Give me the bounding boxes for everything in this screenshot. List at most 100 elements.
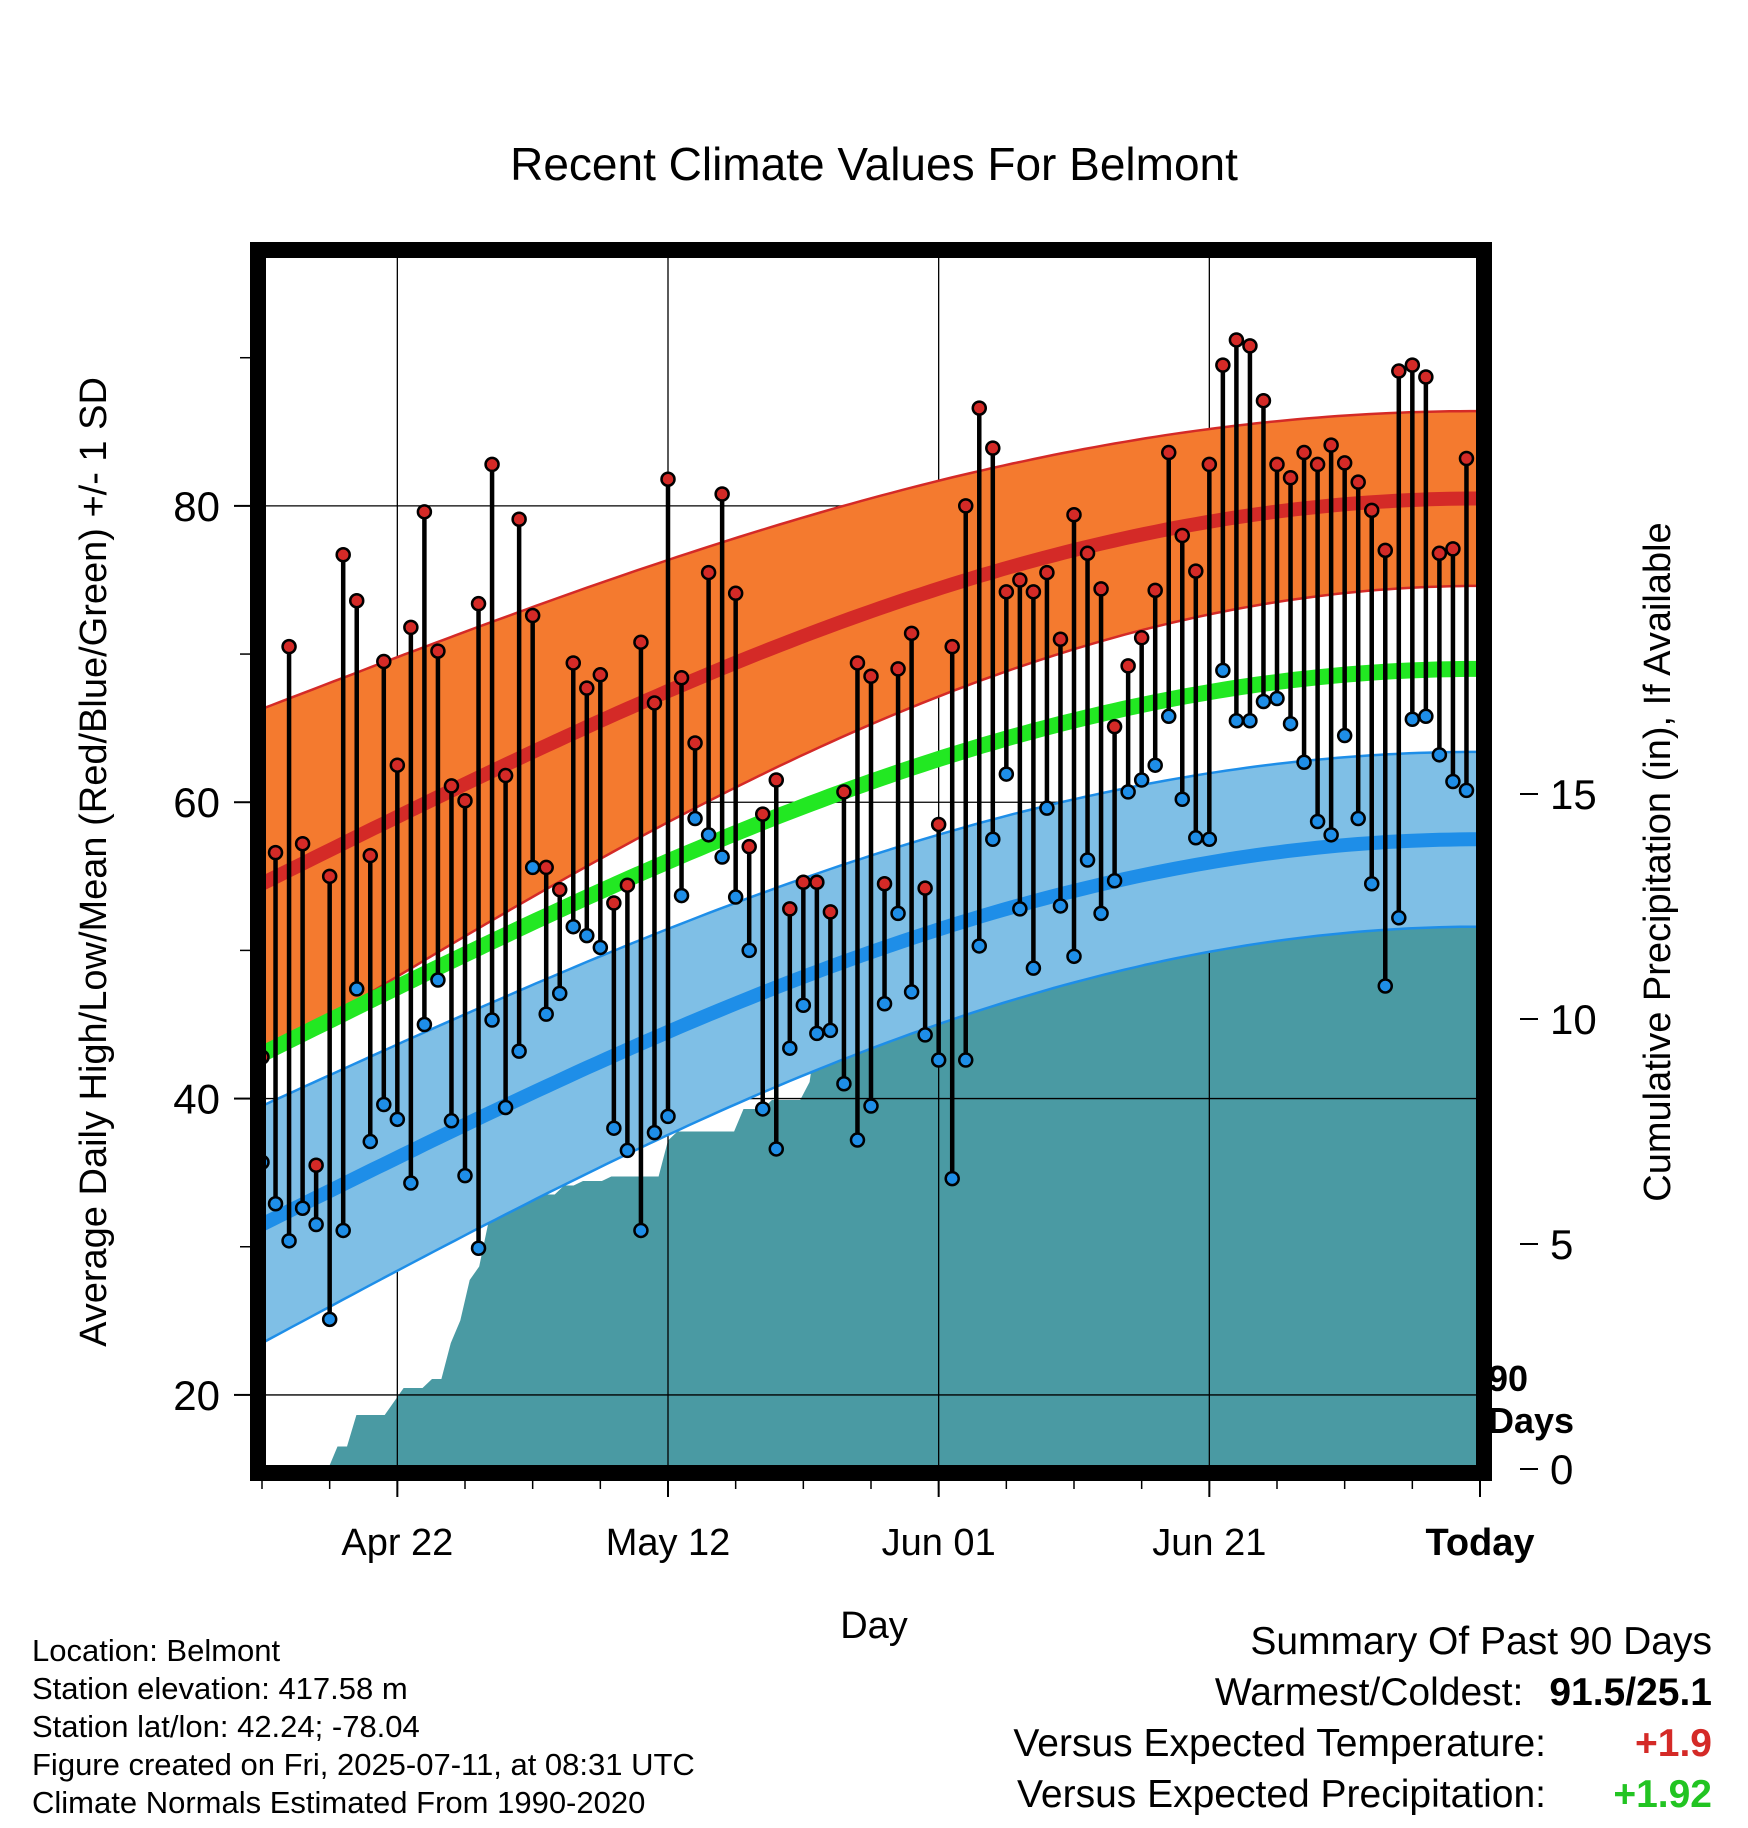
daily-low-point [917,1027,933,1043]
daily-low-point [795,997,812,1013]
daily-low-point [1336,727,1353,744]
daily-low-point [714,849,730,865]
daily-high-point [809,874,825,890]
daily-low-point [1242,712,1258,729]
daily-low-point [930,1052,947,1068]
daily-high-point [497,767,514,784]
x-tick-label: Jun 21 [1152,1522,1266,1564]
y2-tick-label: 5 [1550,1221,1573,1268]
y-axis-label: Average Daily High/Low/Mean (Red/Blue/Gr… [73,377,115,1347]
created-line: Figure created on Fri, 2025-07-11, at 08… [32,1747,695,1782]
daily-high-point [754,806,771,822]
daily-high-point [700,564,717,581]
daily-low-point [524,859,541,876]
daily-low-point [1377,978,1394,994]
daily-low-point [687,810,703,827]
daily-high-point [1120,658,1136,674]
daily-high-point [849,655,866,671]
daily-low-point [348,981,365,997]
daily-low-point [470,1240,487,1256]
daily-low-point [1133,772,1150,788]
chart-title: Recent Climate Values For Belmont [510,138,1238,190]
daily-high-point [389,757,406,773]
daily-low-point [443,1113,460,1129]
normals-line: Climate Normals Estimated From 1990-2020 [32,1785,646,1820]
y2-axis-label: Cumulative Precipitation (in), If Availa… [1637,522,1679,1201]
daily-high-point [1039,564,1055,581]
daily-low-point [497,1099,514,1116]
daily-high-point [1404,357,1421,373]
daily-high-point [1431,545,1448,562]
daily-high-point [403,619,419,636]
daily-high-point [687,735,703,751]
daily-high-point [619,877,636,893]
daily-low-point [1188,830,1204,846]
daily-low-point [484,1012,500,1028]
axes: Apr 22 May 12 Jun 01 Jun 21 Today 20 40 60 80 0 5 1… [173,242,1597,1564]
daily-high-point [294,835,311,852]
daily-low-point [1106,873,1123,889]
daily-low-point [782,1040,798,1056]
daily-low-point [1093,905,1109,922]
daily-low-point [768,1141,785,1157]
daily-high-point [1025,584,1042,600]
x-tick-label: Today [1425,1522,1534,1564]
daily-low-point [822,1022,839,1039]
daily-low-point [1431,747,1448,763]
daily-low-point [416,1016,433,1033]
daily-high-point [1350,474,1366,490]
daily-high-point [376,653,392,670]
y2-tick-label: 10 [1550,996,1597,1043]
daily-low-point [1174,791,1191,808]
daily-high-point [1012,572,1028,588]
daily-high-point [836,784,852,800]
daily-high-point [1336,455,1353,471]
daily-low-point [944,1170,960,1187]
daily-low-point [985,831,1001,848]
daily-high-point [1418,369,1434,385]
daily-high-point [1269,456,1285,473]
daily-high-point [660,471,676,487]
daily-low-point [673,887,690,904]
daily-high-point [714,486,730,502]
daily-high-point [430,643,446,659]
daily-low-point [308,1216,324,1233]
daily-low-point [1228,712,1245,729]
daily-low-point [849,1132,866,1148]
daily-high-point [741,838,757,855]
daily-low-point [1391,910,1407,926]
daily-low-point [863,1098,879,1114]
precip-label: Versus Expected Precipitation: [1017,1773,1546,1816]
daily-high-point [985,440,1001,456]
daily-low-point [511,1043,527,1059]
daily-low-point [1404,711,1421,728]
daily-high-point [565,655,582,671]
daily-high-point [1445,541,1461,557]
x-axis-label: Day [840,1605,908,1647]
daily-low-point [1445,773,1461,790]
daily-high-point [1066,507,1082,523]
station-info: Location: Belmont Station elevation: 417… [32,1632,695,1822]
daily-high-point [863,668,879,685]
daily-low-point [335,1222,351,1239]
daily-low-point [633,1222,649,1239]
daily-high-point [768,772,785,788]
daily-low-point [1147,757,1163,773]
daily-high-point [890,661,906,677]
daily-high-point [348,592,365,609]
daily-low-point [1120,784,1136,800]
daily-high-point [281,638,297,655]
latlon-line: Station lat/lon: 42.24; -78.04 [32,1709,420,1744]
daily-high-point [1215,357,1231,373]
high-band-upper [262,409,1480,711]
daily-low-point [606,1120,622,1136]
daily-high-point [1201,456,1218,473]
daily-low-point [1066,948,1082,965]
daily-high-point [1052,631,1069,647]
daily-high-point [1174,527,1191,544]
daily-high-point [538,859,554,876]
summary-precip: Versus Expected Precipitation: +1.92 [1013,1773,1712,1824]
daily-high-point [606,895,622,911]
daily-high-point [267,844,284,861]
